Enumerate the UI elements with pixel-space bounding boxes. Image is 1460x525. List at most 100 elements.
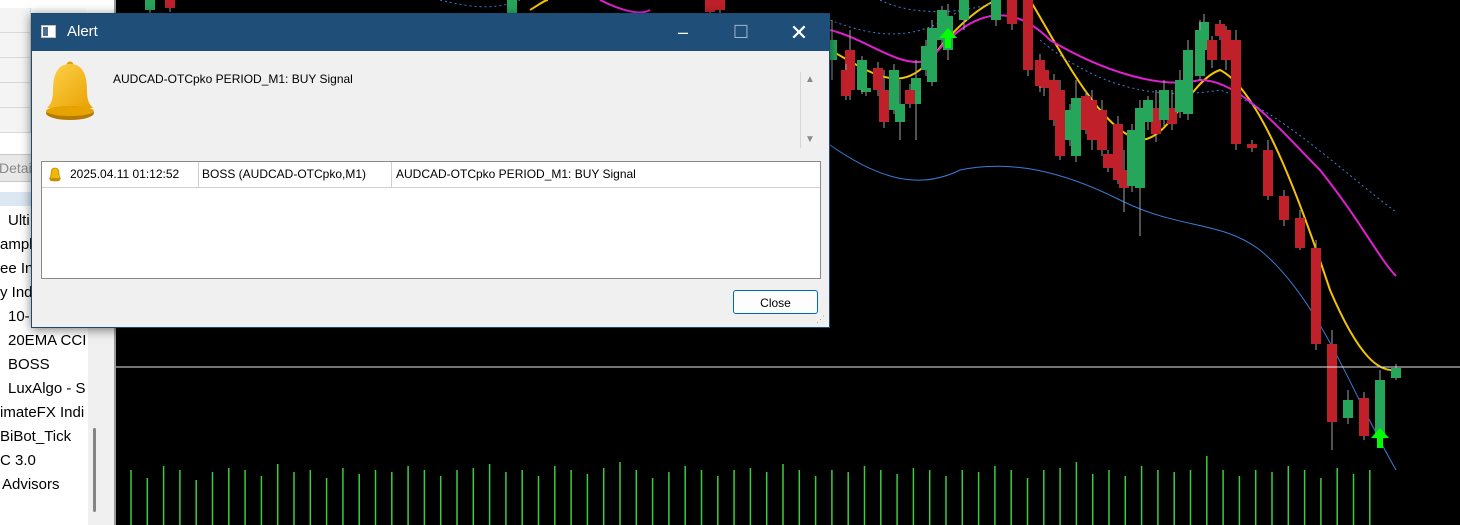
candle-body (1143, 100, 1153, 122)
candle-body (1007, 0, 1017, 24)
candle-body (991, 0, 1001, 20)
candle-body (1221, 30, 1231, 60)
alert-source: BOSS (AUDCAD-OTCpko,M1) (202, 167, 367, 181)
candle-body (889, 70, 899, 110)
column-separator (391, 162, 392, 187)
candle-body (165, 0, 175, 8)
alert-message: AUDCAD-OTCpko PERIOD_M1: BUY Signal (113, 72, 353, 86)
lower-band (829, 144, 1397, 471)
toolbox-cell (0, 58, 31, 83)
volume-bars (130, 456, 1371, 525)
fast-moving-average (529, 0, 549, 11)
navigator-item[interactable]: imateFX Indi (0, 404, 85, 421)
candle-body (1119, 170, 1129, 188)
alert-row[interactable]: 2025.04.11 01:12:52 BOSS (AUDCAD-OTCpko,… (42, 162, 820, 188)
buy-signal-arrows (939, 28, 1389, 448)
navigator-item[interactable]: BiBot_Tick (0, 428, 72, 445)
candle-body (1097, 110, 1107, 150)
candle-body (841, 70, 851, 96)
navigator-item[interactable]: y Indi (0, 284, 36, 301)
candle-body (1159, 90, 1169, 120)
candle-body (1295, 218, 1305, 248)
candle-body (1055, 90, 1065, 156)
alert-list[interactable]: 2025.04.11 01:12:52 BOSS (AUDCAD-OTCpko,… (41, 161, 821, 279)
navigator-item[interactable]: LuxAlgo - S (8, 380, 86, 397)
candle-body (145, 0, 155, 10)
candle-body (827, 40, 837, 60)
candle-body (1215, 24, 1225, 36)
alert-dialog: Alert – ☐ ✕ AUDCAD-OTCpko PERIOD_M1: BUY… (31, 13, 830, 328)
candle-body (1127, 130, 1137, 186)
candle-body (873, 68, 883, 90)
candle-body (921, 46, 931, 70)
candle-body (1065, 110, 1075, 140)
candle-body (905, 90, 915, 104)
navigator-item[interactable]: Advisors (2, 476, 60, 493)
upper-band (879, 0, 1001, 13)
candle-body (1375, 380, 1385, 438)
candle-body (715, 0, 725, 10)
candle-body (1167, 108, 1177, 124)
resize-grip-icon[interactable]: ⋰ (816, 314, 825, 324)
candle-body (1023, 0, 1033, 70)
close-button[interactable]: Close (733, 290, 818, 314)
alert-time: 2025.04.11 01:12:52 (70, 167, 180, 181)
navigator-item[interactable]: 10- (8, 308, 30, 325)
candle-body (1113, 124, 1123, 180)
alert-text: AUDCAD-OTCpko PERIOD_M1: BUY Signal (396, 167, 636, 181)
navigator-item[interactable]: BOSS (8, 356, 50, 373)
navigator-item[interactable]: C 3.0 (0, 452, 36, 469)
navigator-item[interactable]: 20EMA CCI (8, 332, 87, 349)
message-scrollbar[interactable]: ▲ ▼ (800, 70, 820, 150)
upper-band (829, 9, 1397, 213)
toolbox-cell (0, 108, 31, 133)
candle-body (1231, 40, 1241, 144)
column-separator (198, 162, 199, 187)
candle-body (1279, 196, 1289, 220)
dialog-titlebar[interactable]: Alert – ☐ ✕ (32, 14, 829, 51)
scroll-down-icon[interactable]: ▼ (805, 134, 815, 145)
bell-icon (49, 167, 61, 182)
maximize-button[interactable]: ☐ (732, 22, 750, 42)
candlesticks (145, 0, 1401, 450)
minimize-button[interactable]: – (677, 22, 688, 42)
dialog-title: Alert (67, 23, 98, 40)
candle-body (1263, 150, 1273, 196)
candle-body (1087, 100, 1097, 140)
candle-body (1207, 40, 1217, 60)
toolbox-cell (0, 83, 31, 108)
candle-body (1175, 80, 1185, 112)
toolbox-cell (0, 33, 31, 58)
bell-icon (46, 61, 94, 120)
candle-body (959, 0, 969, 20)
candle-body (911, 78, 921, 104)
candle-body (1081, 96, 1091, 130)
slow-moving-average (599, 0, 651, 14)
candle-body (1391, 368, 1401, 378)
candle-body (1195, 30, 1205, 76)
candle-body (937, 10, 947, 40)
toolbox-cell (0, 8, 31, 33)
candle-body (1247, 144, 1257, 148)
candle-body (1071, 98, 1081, 156)
candle-body (879, 90, 889, 122)
navigator-item[interactable]: ampl (0, 236, 33, 253)
navigator-scrollbar[interactable] (93, 428, 96, 512)
candle-body (927, 28, 937, 82)
candle-body (1183, 50, 1193, 114)
buy-arrow-icon (1371, 428, 1389, 448)
candle-body (1035, 60, 1045, 86)
candle-body (1103, 154, 1113, 168)
candle-body (1359, 398, 1369, 436)
candle-body (1049, 80, 1059, 120)
candle-body (705, 0, 715, 12)
candle-body (857, 60, 867, 90)
navigator-item[interactable]: Ulti (8, 212, 30, 229)
close-window-button[interactable]: ✕ (789, 20, 809, 45)
scroll-divider (800, 72, 801, 148)
candle-body (1311, 248, 1321, 344)
app-window-icon (41, 25, 56, 38)
scroll-up-icon[interactable]: ▲ (805, 74, 815, 85)
candle-body (507, 0, 517, 20)
